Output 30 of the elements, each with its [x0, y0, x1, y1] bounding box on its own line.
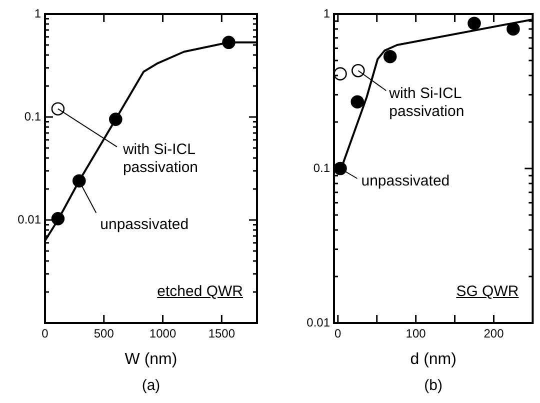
- x-axis-title: d (nm): [410, 350, 456, 368]
- annotation: with Si-ICL passivation: [388, 84, 464, 120]
- y-tick-label: 1: [323, 6, 330, 20]
- point: [51, 102, 65, 116]
- point: [350, 95, 364, 109]
- y-tick-label: 0.1: [24, 109, 42, 124]
- text: (a): [142, 377, 160, 394]
- x-tick-label: 0: [42, 326, 49, 341]
- y-tick-label: 0.01: [18, 212, 42, 226]
- x-tick-label: 500: [94, 326, 114, 341]
- x-axis-title: W (nm): [124, 350, 178, 368]
- x-tick-label: 0: [334, 326, 342, 341]
- x-tick-label: 200: [484, 326, 504, 341]
- point: [506, 22, 520, 36]
- x-tick-label: 1000: [149, 326, 176, 341]
- point: [383, 50, 397, 64]
- x-tick-label: 1500: [208, 326, 236, 341]
- annotation: with Si-ICL passivation: [122, 140, 198, 176]
- text: (b): [424, 377, 443, 394]
- annotation: unpassivated: [100, 216, 189, 233]
- y-tick-label: 0.1: [313, 160, 330, 175]
- annotation: unpassivated: [361, 172, 450, 190]
- point: [334, 67, 347, 80]
- x-tick-label: 100: [406, 326, 426, 341]
- y-tick-label: 1: [34, 6, 42, 20]
- annotation: etched QWR: [157, 283, 243, 300]
- point: [468, 16, 481, 30]
- y-tick-label: 0.01: [306, 315, 330, 330]
- point: [352, 64, 365, 78]
- annotation: SG QWR: [456, 283, 519, 300]
